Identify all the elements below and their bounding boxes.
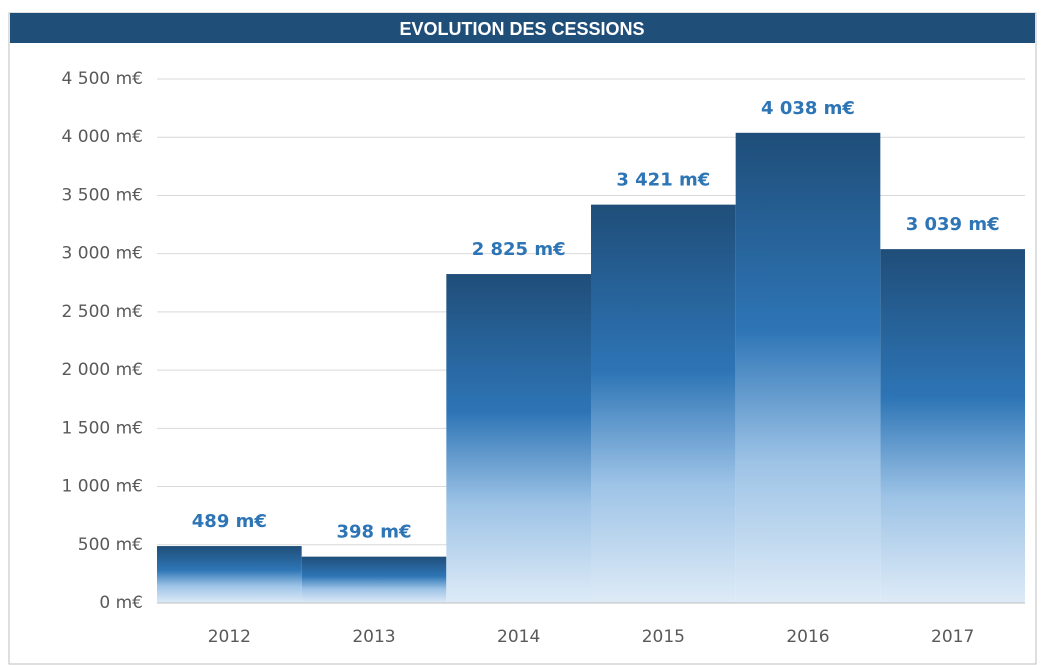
y-tick-label: 4 000 m€	[62, 127, 143, 147]
value-label: 3 039 m€	[906, 214, 1000, 235]
value-label: 398 m€	[336, 522, 411, 543]
x-tick-label: 2015	[642, 627, 685, 647]
x-tick-label: 2014	[497, 627, 540, 647]
y-tick-label: 1 500 m€	[62, 418, 143, 438]
y-tick-label: 500 m€	[78, 535, 143, 555]
bar	[446, 274, 591, 603]
x-tick-label: 2013	[352, 627, 395, 647]
y-tick-label: 2 000 m€	[62, 360, 143, 380]
bar	[880, 249, 1025, 603]
bar	[301, 556, 447, 603]
chart-title: EVOLUTION DES CESSIONS	[399, 19, 644, 39]
value-label: 489 m€	[192, 511, 267, 532]
bar	[735, 132, 881, 603]
value-label: 2 825 m€	[472, 239, 566, 260]
value-label: 4 038 m€	[761, 98, 855, 119]
y-tick-label: 2 500 m€	[62, 302, 143, 322]
x-tick-label: 2016	[786, 627, 829, 647]
value-label: 3 421 m€	[616, 170, 710, 191]
title-bar	[10, 13, 1035, 43]
bar	[157, 546, 302, 603]
y-tick-label: 3 500 m€	[62, 185, 143, 205]
x-tick-label: 2017	[931, 627, 974, 647]
y-tick-label: 4 500 m€	[62, 69, 143, 89]
y-tick-label: 3 000 m€	[62, 244, 143, 264]
x-tick-label: 2012	[208, 627, 251, 647]
bar	[591, 204, 736, 603]
y-tick-label: 0 m€	[99, 593, 143, 613]
y-tick-label: 1 000 m€	[62, 477, 143, 497]
